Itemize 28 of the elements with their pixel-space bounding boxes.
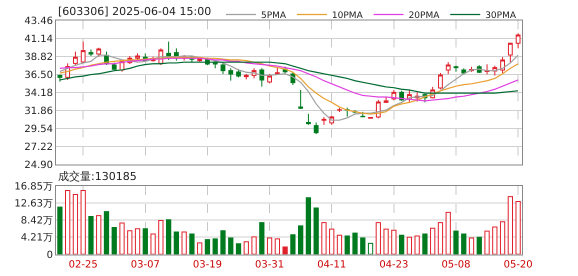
- y-tick-label: 27.22: [24, 142, 53, 153]
- chart-title: [603306] 2025-06-04 15:00: [58, 5, 212, 18]
- x-tick-label: 03-07: [130, 259, 160, 270]
- y-tick-label: 24.90: [24, 160, 53, 171]
- x-tick-label: 02-25: [68, 259, 98, 270]
- y-tick-label: 38.82: [24, 52, 53, 64]
- y-tick-label: 0: [46, 250, 53, 261]
- legend-label: 5PMA: [261, 11, 287, 22]
- y-tick-label: 43.46: [24, 16, 53, 28]
- y-tick-label: 8.42万: [20, 216, 53, 227]
- y-tick-label: 29.54: [24, 124, 53, 135]
- x-tick-label: 03-19: [192, 259, 222, 270]
- x-tick-label: 04-23: [379, 259, 408, 270]
- y-tick-label: 34.18: [24, 88, 53, 99]
- y-tick-label: 16.85万: [14, 181, 53, 192]
- chart-title: 成交量:130185: [58, 170, 137, 183]
- legend-label: 30PMA: [485, 11, 517, 22]
- y-tick-label: 12.63万: [14, 198, 53, 210]
- legend-label: 10PMA: [332, 11, 364, 22]
- y-tick-label: 4.21万: [20, 232, 53, 244]
- legend-label: 20PMA: [408, 11, 440, 22]
- x-tick-label: 05-20: [504, 259, 533, 270]
- y-tick-label: 41.14: [24, 34, 53, 46]
- y-tick-label: 31.86: [24, 106, 53, 117]
- y-tick-label: 36.50: [24, 70, 53, 82]
- x-tick-label: 05-08: [441, 259, 471, 270]
- x-tick-label: 03-31: [255, 259, 284, 270]
- x-tick-label: 04-11: [317, 259, 346, 270]
